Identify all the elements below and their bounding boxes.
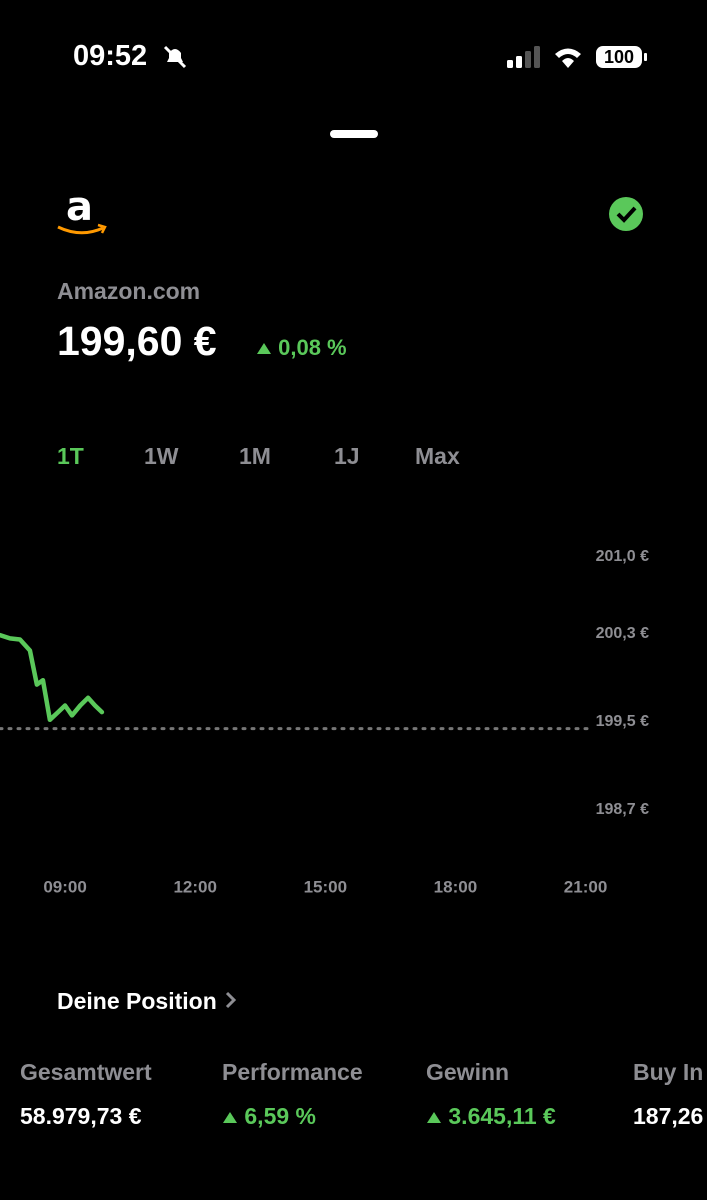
stat-label: Buy In [633,1059,704,1085]
battery-level: 100 [604,47,634,67]
range-tab[interactable]: 1T [57,443,84,469]
stat-label: Gewinn [426,1059,510,1085]
x-tick-label: 12:00 [173,877,216,896]
price-change-value: 0,08 % [278,335,347,360]
x-tick-label: 09:00 [43,877,86,896]
x-tick-label: 21:00 [564,877,607,896]
position-title-text[interactable]: Deine Position [57,988,217,1014]
y-tick-label: 199,5 € [596,713,649,730]
range-tab[interactable]: 1W [144,443,179,469]
up-arrow [257,343,271,354]
position-title[interactable]: Deine Position [57,988,239,1015]
stock-price: 199,60 € [57,318,217,364]
price-chart: 201,0 € 200,3 € 199,5 € 198,7 € 09:00 12:00 15… [0,548,649,896]
y-tick-label: 198,7 € [596,801,649,818]
stock-name: Amazon.com [57,278,201,304]
range-tab[interactable]: 1M [239,443,271,469]
up-arrow-shape [223,1112,237,1123]
stat-value: 187,26 € [633,1103,707,1130]
status-time: 09:52 [73,40,148,72]
stat-value-text: 187,26 € [633,1103,707,1129]
stat-value: 3.645,11 € [426,1103,556,1130]
y-tick-label: 201,0 € [596,548,649,565]
stat-value: 6,59 % [222,1103,316,1130]
stat-value-text: 58.979,73 € [20,1103,142,1129]
range-tab[interactable]: Max [415,443,460,469]
logo: a [66,184,93,230]
y-tick-label: 200,3 € [596,625,649,642]
logo-smile [57,223,107,235]
up-arrow [427,1112,441,1123]
stat-label: Gesamtwert [20,1059,152,1085]
price-line [0,632,105,723]
stat-label: Performance [222,1059,363,1085]
up-arrow [223,1112,237,1123]
stat-value-text: 3.645,11 € [448,1103,556,1129]
stat-value: 58.979,73 € [20,1103,142,1130]
range-tab[interactable]: 1J [334,443,360,469]
price-change: 0,08 % [256,335,347,361]
x-tick-label: 18:00 [434,877,477,896]
mute-icon [163,45,187,69]
status-icons: 100 [507,46,647,68]
stat-value-text: 6,59 % [244,1103,316,1129]
sheet-handle[interactable] [330,130,378,138]
watchlist-check[interactable] [608,196,644,232]
chevron [226,991,237,1009]
up-arrow-shape [427,1112,441,1123]
x-tick-label: 15:00 [304,877,347,896]
